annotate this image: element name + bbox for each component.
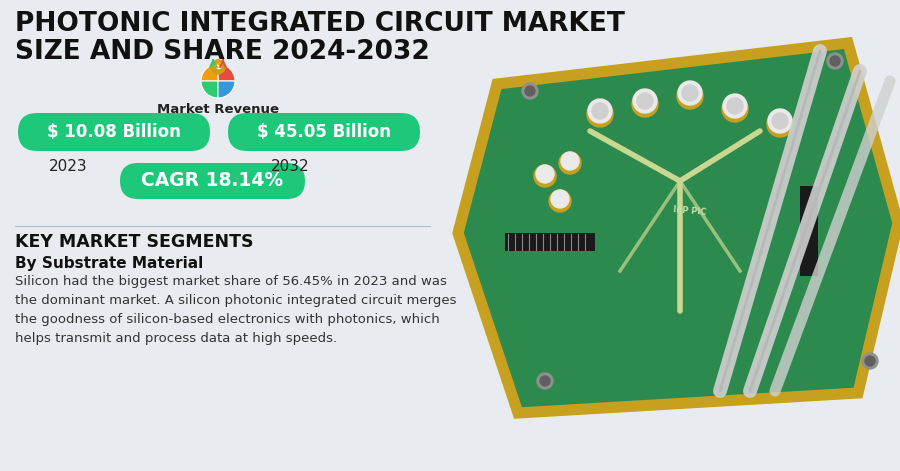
Circle shape <box>769 110 791 132</box>
Text: KEY MARKET SEGMENTS: KEY MARKET SEGMENTS <box>15 233 254 251</box>
Wedge shape <box>218 64 235 81</box>
Wedge shape <box>201 81 218 98</box>
Circle shape <box>633 89 657 113</box>
Circle shape <box>827 53 843 69</box>
Circle shape <box>677 83 703 109</box>
Circle shape <box>534 165 556 187</box>
Circle shape <box>522 83 538 99</box>
Circle shape <box>587 101 613 127</box>
Polygon shape <box>458 81 500 233</box>
Circle shape <box>637 93 653 109</box>
Circle shape <box>589 100 611 122</box>
Text: Silicon had the biggest market share of 56.45% in 2023 and was
the dominant mark: Silicon had the biggest market share of … <box>15 275 456 345</box>
Circle shape <box>768 109 792 133</box>
Circle shape <box>865 356 875 366</box>
Circle shape <box>632 91 658 117</box>
Text: $ 10.08 Billion: $ 10.08 Billion <box>47 123 181 141</box>
Circle shape <box>724 95 746 117</box>
Polygon shape <box>497 41 850 84</box>
Text: By Substrate Material: By Substrate Material <box>15 256 203 271</box>
FancyBboxPatch shape <box>120 163 305 199</box>
Circle shape <box>536 165 554 183</box>
Circle shape <box>561 152 579 170</box>
Circle shape <box>772 113 788 129</box>
Text: InP PIC: InP PIC <box>673 205 707 217</box>
Text: Market Revenue: Market Revenue <box>157 103 279 116</box>
Circle shape <box>634 90 656 112</box>
Circle shape <box>525 86 535 96</box>
FancyBboxPatch shape <box>800 186 818 276</box>
Circle shape <box>723 94 747 118</box>
Circle shape <box>549 190 571 212</box>
FancyBboxPatch shape <box>505 233 595 251</box>
Text: CAGR 18.14%: CAGR 18.14% <box>141 171 284 190</box>
Text: 2023: 2023 <box>49 159 87 174</box>
Text: 2032: 2032 <box>271 159 310 174</box>
Circle shape <box>862 353 878 369</box>
Polygon shape <box>460 41 900 411</box>
FancyBboxPatch shape <box>228 113 420 151</box>
Text: $: $ <box>215 63 220 72</box>
Circle shape <box>537 373 553 389</box>
Circle shape <box>830 56 840 66</box>
Circle shape <box>551 190 569 208</box>
Circle shape <box>679 82 701 104</box>
Circle shape <box>559 152 581 174</box>
Circle shape <box>211 60 225 74</box>
Circle shape <box>682 85 698 101</box>
Circle shape <box>588 99 612 123</box>
Circle shape <box>540 376 550 386</box>
Circle shape <box>722 96 748 122</box>
Circle shape <box>767 111 793 137</box>
FancyBboxPatch shape <box>18 113 210 151</box>
Text: SIZE AND SHARE 2024-2032: SIZE AND SHARE 2024-2032 <box>15 39 430 65</box>
Text: $ 45.05 Billion: $ 45.05 Billion <box>257 123 391 141</box>
Circle shape <box>727 98 743 114</box>
Wedge shape <box>201 64 218 81</box>
Circle shape <box>678 81 702 105</box>
Text: PHOTONIC INTEGRATED CIRCUIT MARKET: PHOTONIC INTEGRATED CIRCUIT MARKET <box>15 11 625 37</box>
Wedge shape <box>218 81 235 98</box>
FancyBboxPatch shape <box>430 0 900 471</box>
Circle shape <box>592 103 608 119</box>
